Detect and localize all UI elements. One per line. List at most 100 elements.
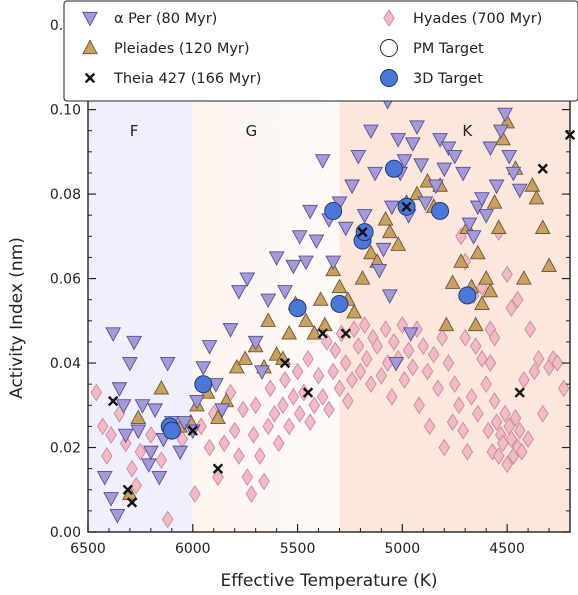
point-per-80-myr: [388, 356, 404, 372]
point-hyades-700-myr: [465, 387, 478, 406]
legend-0-label: α Per (80 Myr): [114, 11, 217, 27]
x-tick-label: 6500: [70, 541, 106, 557]
point-hyades-700-myr: [298, 383, 310, 402]
point-pleiades-120-myr: [534, 219, 551, 234]
region-label-k: K: [462, 122, 473, 140]
point-hyades-700-myr: [212, 468, 224, 486]
point-hyades-700-myr: [442, 354, 455, 372]
point-hyades-700-myr: [279, 371, 291, 389]
point-hyades-700-myr: [360, 349, 373, 368]
point-pleiades-120-myr: [363, 244, 379, 260]
point-hyades-700-myr: [461, 442, 474, 461]
legend-4-label: PM Target: [413, 41, 484, 57]
point-pleiades-120-myr: [453, 253, 469, 268]
point-pleiades-120-myr: [298, 312, 314, 327]
point-hyades-700-myr: [90, 383, 103, 402]
point-hyades-700-myr: [459, 328, 472, 347]
point-hyades-700-myr: [101, 447, 113, 465]
point-per-80-myr: [291, 230, 308, 245]
point-per-80-myr: [367, 166, 383, 182]
point-per-80-myr: [159, 356, 176, 372]
point-hyades-700-myr: [423, 417, 436, 436]
point-per-80-myr: [363, 124, 379, 140]
point-hyades-700-myr: [413, 396, 425, 415]
point-per-80-myr: [432, 133, 448, 148]
point-per-80-myr: [356, 209, 373, 224]
point-hyades-700-myr: [536, 404, 549, 423]
point-hyades-700-myr: [417, 337, 430, 356]
point-per-80-myr: [214, 403, 231, 418]
point-pleiades-120-myr: [438, 316, 455, 332]
point-per-80-myr: [325, 255, 342, 271]
legend-4-marker: [380, 39, 398, 57]
point-hyades-700-myr: [396, 316, 409, 334]
point-hyades-700-myr: [134, 442, 147, 461]
point-hyades-700-myr: [436, 328, 448, 347]
point-per-80-myr: [147, 403, 163, 418]
series-hyades-700-myr: [90, 223, 570, 529]
point-per-80-myr: [222, 323, 239, 338]
point-per-80-myr: [268, 251, 285, 266]
point-hyades-700-myr: [327, 362, 339, 381]
point-hyades-700-myr: [228, 421, 241, 440]
point-pleiades-120-myr: [478, 270, 495, 285]
point-per-80-myr: [298, 255, 314, 271]
series-per-80-myr: [96, 27, 528, 524]
point-hyades-700-myr: [488, 392, 501, 410]
point-pleiades-120-myr: [281, 325, 298, 340]
point-per-80-myr: [207, 378, 224, 393]
point-hyades-700-myr: [293, 404, 306, 423]
point-3d-target: [288, 299, 307, 318]
point-per-80-myr: [396, 154, 413, 169]
point-pleiades-120-myr: [490, 219, 507, 234]
point-per-80-myr: [126, 335, 142, 351]
point-hyades-700-myr: [155, 451, 168, 470]
point-per-80-myr: [409, 120, 425, 135]
point-theia-427-166-myr: [537, 163, 548, 174]
point-per-80-myr: [254, 365, 270, 380]
point-hyades-700-myr: [492, 447, 505, 465]
point-hyades-700-myr: [457, 421, 469, 440]
point-pleiades-120-myr: [469, 244, 486, 260]
point-per-80-myr: [488, 179, 505, 195]
point-pleiades-120-myr: [499, 113, 516, 129]
point-hyades-700-myr: [488, 328, 501, 347]
legend-2-label: Theia 427 (166 Myr): [113, 71, 261, 87]
y-tick-label: 0.10: [50, 103, 81, 119]
point-hyades-700-myr: [379, 320, 392, 339]
point-hyades-700-myr: [486, 442, 499, 461]
point-hyades-700-myr: [346, 371, 358, 389]
point-per-80-myr: [231, 285, 247, 300]
point-hyades-700-myr: [272, 434, 285, 453]
legend-0-marker: [82, 11, 98, 27]
point-hyades-700-myr: [501, 455, 513, 474]
point-hyades-700-myr: [96, 417, 109, 436]
point-hyades-700-myr: [291, 362, 304, 381]
point-hyades-700-myr: [513, 421, 526, 440]
point-hyades-700-myr: [469, 337, 482, 356]
point-hyades-700-myr: [532, 349, 545, 368]
point-hyades-700-myr: [358, 316, 371, 334]
point-hyades-700-myr: [348, 320, 360, 339]
point-per-80-myr: [436, 162, 453, 178]
point-per-80-myr: [115, 399, 132, 414]
point-hyades-700-myr: [233, 447, 245, 465]
point-per-80-myr: [201, 340, 218, 355]
point-per-80-myr: [404, 137, 421, 152]
point-hyades-700-myr: [126, 459, 138, 478]
point-3d-target: [162, 421, 181, 440]
point-hyades-700-myr: [312, 366, 325, 385]
point-hyades-700-myr: [287, 387, 300, 406]
point-hyades-700-myr: [490, 413, 503, 432]
point-per-80-myr: [260, 293, 277, 309]
point-hyades-700-myr: [482, 421, 495, 440]
point-hyades-700-myr: [304, 413, 316, 432]
legend-5-marker: [380, 69, 398, 87]
point-per-80-myr: [461, 217, 478, 233]
point-per-80-myr: [375, 242, 392, 258]
point-theia-427-166-myr: [340, 328, 351, 339]
point-hyades-700-myr: [551, 354, 564, 372]
point-theia-427-166-myr: [279, 357, 291, 369]
point-pleiades-120-myr: [312, 291, 329, 306]
point-3d-target: [194, 375, 213, 394]
